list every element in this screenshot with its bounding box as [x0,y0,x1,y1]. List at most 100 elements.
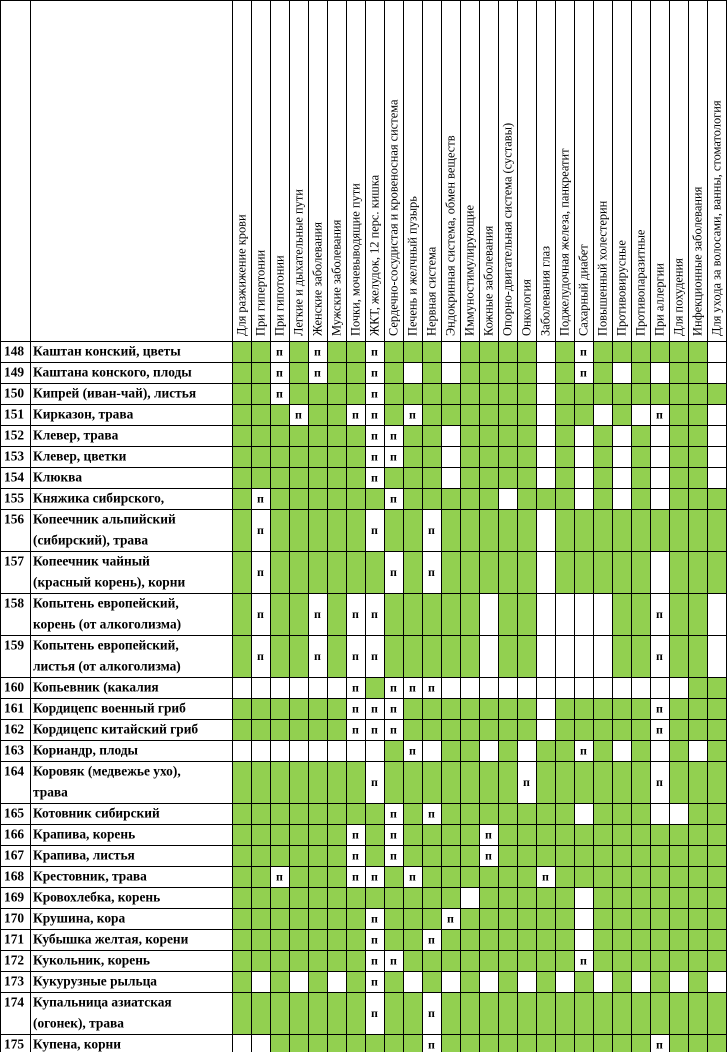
row-name: Копеечник альпийский [33,512,176,527]
cell-fill [232,488,251,509]
cell-fill [669,698,688,719]
cell-fill [308,908,327,929]
cell-fill [327,593,346,635]
cell-fill [232,992,251,1034]
row-name: (сибирский), трава [33,533,148,548]
cell-fill [612,887,631,908]
cell-fill [422,425,441,446]
column-header: Инфекционные заболевания [690,186,704,336]
row-number: 149 [4,365,24,380]
row-number: 159 [4,638,24,653]
cell-fill [289,992,308,1034]
cell-fill [460,929,479,950]
row-number: 152 [4,428,24,443]
cell-fill [669,824,688,845]
cell-fill [327,698,346,719]
row-name: Кукольник, корень [33,953,150,968]
row-name: Княжика сибирского, [33,491,164,506]
cell-fill [688,929,707,950]
column-header: Иммуностимулирующие [462,205,476,336]
cell-fill [555,866,574,887]
cell-fill [460,341,479,362]
cell-fill [403,446,422,467]
cell-fill [593,383,612,404]
column-header: Онкология [519,279,533,336]
cell-mark: п [409,869,416,883]
row-name: Клевер, трава [33,428,119,443]
cell-fill [327,383,346,404]
cell-fill [346,383,365,404]
cell-fill [384,992,403,1034]
cell-fill [289,509,308,551]
cell-fill [555,698,574,719]
cell-fill [631,425,650,446]
cell-fill [707,488,726,509]
cell-fill [384,908,403,929]
row-number: 157 [4,554,24,569]
cell-fill [517,845,536,866]
cell-fill [327,362,346,383]
cell-fill [422,950,441,971]
cell-fill [593,1034,612,1052]
cell-fill [308,425,327,446]
cell-fill [498,341,517,362]
cell-fill [308,467,327,488]
cell-fill [593,845,612,866]
cell-fill [460,1034,479,1052]
cell-fill [707,1034,726,1052]
cell-fill [308,551,327,593]
cell-fill [707,551,726,593]
cell-fill [574,551,593,593]
cell-fill [669,950,688,971]
cell-fill [479,950,498,971]
column-header: Кожные заболевания [481,225,495,336]
cell-fill [232,824,251,845]
row-name: Кориандр, плоды [33,743,139,758]
cell-fill [517,404,536,425]
cell-mark: п [352,607,359,621]
cell-fill [384,635,403,677]
cell-fill [612,383,631,404]
row-number: 153 [4,449,24,464]
cell-fill [384,362,403,383]
cell-fill [517,803,536,824]
cell-fill [308,719,327,740]
cell-fill [650,824,669,845]
cell-mark: п [257,523,264,537]
cell-fill [403,803,422,824]
cell-fill [460,362,479,383]
cell-mark: п [371,775,378,789]
cell-fill [650,887,669,908]
cell-fill [593,887,612,908]
cell-fill [289,362,308,383]
cell-fill [403,383,422,404]
cell-mark: п [276,365,283,379]
cell-mark: п [352,701,359,715]
cell-fill [422,446,441,467]
cell-fill [631,488,650,509]
cell-fill [327,845,346,866]
cell-fill [289,383,308,404]
cell-fill [365,488,384,509]
cell-fill [650,509,669,551]
cell-fill [270,803,289,824]
cell-fill [251,719,270,740]
row-number: 156 [4,512,24,527]
cell-fill [441,593,460,635]
cell-fill [365,887,384,908]
cell-fill [593,908,612,929]
cell-fill [517,551,536,593]
cell-mark: п [485,827,492,841]
cell-fill [289,719,308,740]
cell-mark: п [656,775,663,789]
cell-fill [517,929,536,950]
cell-fill [441,761,460,803]
cell-mark: п [390,806,397,820]
row-number: 170 [4,911,24,926]
cell-fill [517,509,536,551]
cell-mark: п [371,932,378,946]
row-number: 169 [4,890,24,905]
cell-fill [707,887,726,908]
cell-fill [688,971,707,992]
cell-mark: п [352,848,359,862]
